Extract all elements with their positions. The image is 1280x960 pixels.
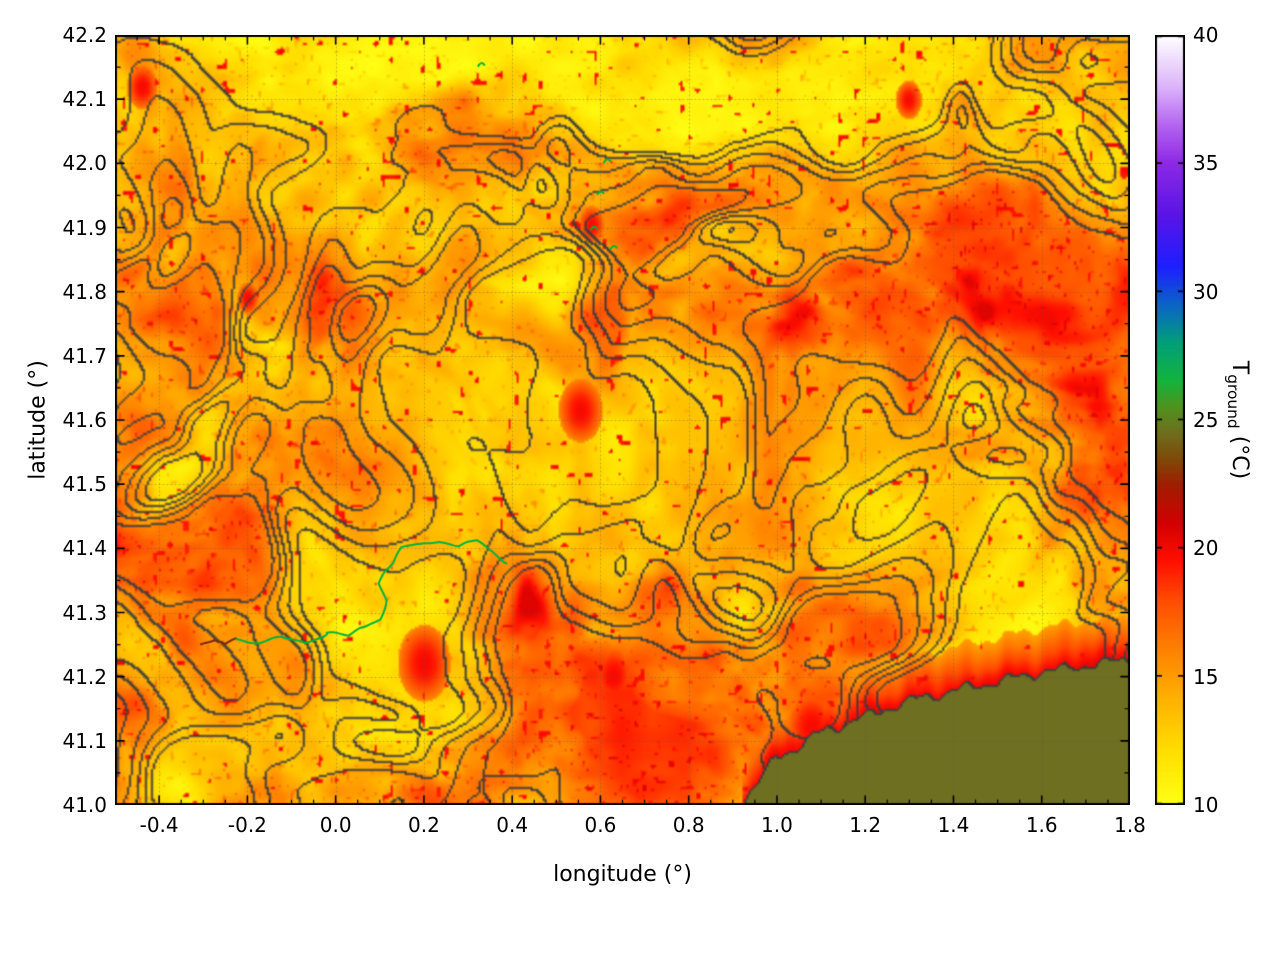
x-tick-label: 0.2	[408, 813, 440, 837]
x-tick-label: 1.0	[761, 813, 793, 837]
y-tick-label: 41.1	[62, 728, 107, 753]
colorbar-tick-label: 10	[1193, 793, 1219, 817]
colorbar-label-symbol: T	[1227, 360, 1253, 375]
colorbar	[1155, 35, 1185, 805]
x-tick-label: 1.4	[937, 813, 970, 837]
colorbar-label-subscript: ground	[1223, 374, 1242, 429]
colorbar-tick-label: 25	[1193, 408, 1219, 432]
y-tick-label: 41.9	[62, 215, 107, 240]
colorbar-tick-label: 30	[1193, 279, 1219, 304]
y-tick-label: 41.7	[62, 343, 107, 368]
colorbar-tick-label: 40	[1193, 23, 1219, 47]
y-tick-label: 42.0	[62, 151, 107, 176]
colorbar-tick-label: 20	[1193, 536, 1219, 561]
colorbar-tick-label: 15	[1193, 664, 1219, 689]
x-tick-label: 1.6	[1025, 813, 1058, 837]
y-tick-label: 41.5	[62, 472, 107, 497]
x-tick-label: 0.6	[584, 813, 617, 837]
colorbar-label-units: (°C)	[1227, 428, 1253, 480]
x-tick-label: 0.4	[496, 813, 529, 837]
y-tick-label: 41.4	[62, 536, 107, 561]
colorbar-tick-label: 35	[1193, 151, 1219, 176]
x-tick-label: 0.0	[319, 813, 352, 837]
x-axis-label: longitude (°)	[553, 862, 692, 887]
x-tick-label: -0.4	[139, 813, 179, 837]
x-tick-label: 1.2	[849, 813, 882, 837]
x-tick-label: 1.8	[1114, 813, 1146, 837]
y-tick-label: 41.8	[62, 279, 107, 304]
heatmap-canvas	[115, 35, 1130, 805]
x-tick-label: -0.2	[227, 813, 267, 837]
y-tick-label: 42.2	[62, 23, 107, 47]
y-tick-label: 41.6	[62, 408, 107, 432]
colorbar-label: Tground (°C)	[1224, 361, 1252, 479]
y-tick-label: 41.3	[62, 600, 107, 625]
y-tick-label: 41.2	[62, 664, 107, 689]
y-tick-label: 41.0	[62, 793, 107, 817]
y-tick-label: 42.1	[62, 87, 107, 112]
x-tick-label: 0.8	[672, 813, 705, 837]
y-axis-label: latitude (°)	[25, 360, 51, 480]
